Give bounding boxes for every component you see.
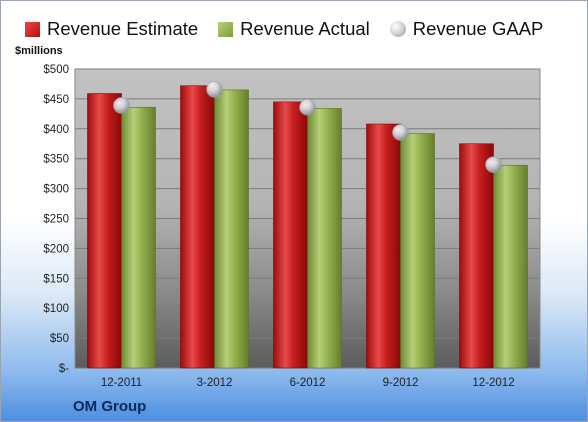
x-axis-ticks: 12-2011 3-2012 6-2012 9-2012 12-2012 [101, 377, 515, 389]
bar-revenue-actual [214, 89, 249, 369]
marker-revenue-gaap [206, 81, 223, 98]
bars [87, 85, 528, 369]
bar-revenue-actual [307, 108, 342, 369]
legend-label-estimate: Revenue Estimate [47, 18, 199, 39]
marker-revenue-gaap [392, 124, 409, 141]
y-tick-label: $400 [43, 124, 69, 136]
y-tick-label: $350 [43, 154, 69, 166]
y-tick-label: $500 [43, 64, 69, 76]
y-tick-label: $250 [43, 214, 69, 226]
legend-swatch-actual [218, 21, 234, 37]
legend-item-actual: Revenue Actual [218, 18, 370, 40]
legend: Revenue Estimate Revenue Actual Revenue … [25, 16, 563, 42]
y-tick-label: $100 [43, 303, 69, 315]
bar-revenue-estimate [459, 143, 494, 369]
y-tick-label: $150 [43, 273, 69, 285]
x-tick-label: 12-2012 [472, 377, 514, 389]
bar-revenue-estimate [273, 101, 308, 369]
marker-revenue-gaap [113, 97, 130, 114]
y-tick-label: $- [59, 363, 69, 375]
y-tick-label: $300 [43, 184, 69, 196]
legend-label-actual: Revenue Actual [240, 18, 370, 39]
bar-revenue-estimate [87, 93, 122, 369]
bar-revenue-actual [121, 106, 156, 369]
gaap-markers [113, 81, 502, 173]
company-name: OM Group [73, 398, 147, 415]
bar-revenue-estimate [366, 123, 401, 369]
marker-revenue-gaap [485, 156, 502, 173]
y-tick-label: $50 [50, 333, 69, 345]
legend-marker-gaap [389, 21, 406, 37]
y-axis-ticks: $- $50 $100 $150 $200 $250 $300 $350 $400 $450 $50… [43, 64, 69, 375]
legend-item-estimate: Revenue Estimate [25, 18, 198, 40]
bar-revenue-actual [493, 164, 528, 369]
x-tick-label: 9-2012 [383, 377, 419, 389]
x-tick-label: 6-2012 [290, 377, 326, 389]
legend-swatch-estimate [25, 21, 40, 37]
legend-item-gaap: Revenue GAAP [389, 18, 544, 40]
x-tick-label: 3-2012 [197, 377, 233, 389]
x-tick-label: 12-2011 [101, 377, 142, 389]
marker-revenue-gaap [299, 98, 316, 116]
y-tick-label: $450 [43, 94, 69, 106]
y-axis-unit-label: $millions [15, 45, 63, 57]
legend-label-gaap: Revenue GAAP [412, 18, 544, 39]
bar-revenue-actual [400, 133, 435, 369]
bar-revenue-estimate [180, 85, 215, 369]
y-tick-label: $200 [43, 243, 69, 255]
